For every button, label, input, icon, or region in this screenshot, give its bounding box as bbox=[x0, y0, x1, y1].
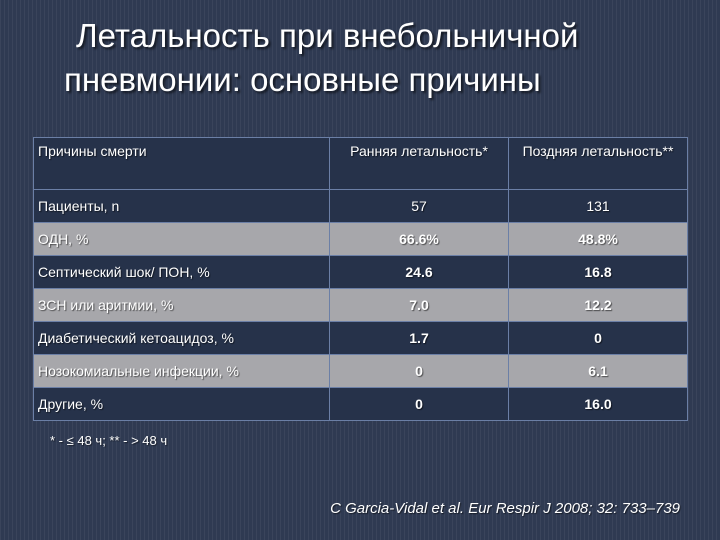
table-row: ЗСН или аритмии, % 7.0 12.2 bbox=[33, 288, 688, 322]
cause-cell: Пациенты, n bbox=[33, 189, 330, 223]
early-value-cell: 0 bbox=[329, 354, 509, 388]
early-value-cell: 0 bbox=[329, 387, 509, 421]
slide-title-line-2: пневмонии: основные причины bbox=[64, 61, 541, 98]
header-early-mortality: Ранняя летальность* bbox=[329, 137, 509, 190]
header-late-mortality: Поздняя летальность** bbox=[508, 137, 688, 190]
cause-cell: Диабетический кетоацидоз, % bbox=[33, 321, 330, 355]
cause-cell: Септический шок/ ПОН, % bbox=[33, 255, 330, 289]
late-value-cell: 6.1 bbox=[508, 354, 688, 388]
table-row: Нозокомиальные инфекции, % 0 6.1 bbox=[33, 354, 688, 388]
header-cause: Причины смерти bbox=[33, 137, 330, 190]
early-value-cell: 57 bbox=[329, 189, 509, 223]
late-value-cell: 131 bbox=[508, 189, 688, 223]
table-row: Пациенты, n 57 131 bbox=[33, 189, 688, 223]
table-row: ОДН, % 66.6% 48.8% bbox=[33, 222, 688, 256]
table-row: Другие, % 0 16.0 bbox=[33, 387, 688, 421]
mortality-table: Причины смерти Ранняя летальность* Поздн… bbox=[33, 137, 688, 421]
citation: C Garcia-Vidal et al. Eur Respir J 2008;… bbox=[330, 500, 680, 517]
footnote: * - ≤ 48 ч; ** - > 48 ч bbox=[50, 433, 168, 448]
early-value-cell: 66.6% bbox=[329, 222, 509, 256]
slide-title: Летальность при внебольничной пневмонии:… bbox=[64, 14, 696, 102]
early-value-cell: 7.0 bbox=[329, 288, 509, 322]
table-row: Диабетический кетоацидоз, % 1.7 0 bbox=[33, 321, 688, 355]
late-value-cell: 16.0 bbox=[508, 387, 688, 421]
table-row: Септический шок/ ПОН, % 24.6 16.8 bbox=[33, 255, 688, 289]
table-header-row: Причины смерти Ранняя летальность* Поздн… bbox=[33, 137, 688, 190]
cause-cell: ЗСН или аритмии, % bbox=[33, 288, 330, 322]
cause-cell: ОДН, % bbox=[33, 222, 330, 256]
late-value-cell: 48.8% bbox=[508, 222, 688, 256]
late-value-cell: 16.8 bbox=[508, 255, 688, 289]
slide-title-line-1: Летальность при внебольничной bbox=[76, 17, 579, 54]
late-value-cell: 12.2 bbox=[508, 288, 688, 322]
cause-cell: Другие, % bbox=[33, 387, 330, 421]
cause-cell: Нозокомиальные инфекции, % bbox=[33, 354, 330, 388]
early-value-cell: 1.7 bbox=[329, 321, 509, 355]
late-value-cell: 0 bbox=[508, 321, 688, 355]
early-value-cell: 24.6 bbox=[329, 255, 509, 289]
